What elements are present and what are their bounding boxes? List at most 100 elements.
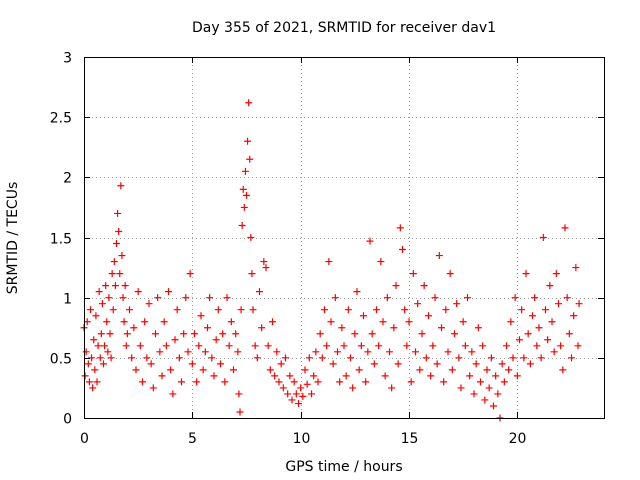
data-point [217,360,224,368]
data-point [314,378,322,386]
data-point [464,294,471,302]
data-point [444,348,452,356]
data-point [96,354,104,362]
data-point [266,366,274,374]
data-point [396,224,404,232]
data-point [141,318,149,326]
x-axis-ticks: 0 5 10 15 20 [80,57,526,447]
data-point [355,366,363,374]
data-point [239,185,247,193]
data-point [334,348,341,356]
data-point [171,336,179,344]
data-point [429,342,437,350]
data-point [111,282,119,290]
y-tick-label: 2 [63,171,72,187]
data-point [236,408,244,416]
data-point [520,354,528,362]
data-point [85,378,93,386]
data-point [433,360,441,368]
data-point [156,348,164,356]
data-point [312,348,320,356]
data-point [147,360,155,368]
data-point [158,372,166,380]
data-point [390,324,398,332]
data-point [249,306,257,314]
x-tick-label: 5 [188,431,197,447]
x-tick-label: 20 [509,431,527,447]
chart-title: Day 355 of 2021, SRMTID for receiver dav… [192,20,496,36]
data-point [342,372,350,380]
data-point [240,203,248,211]
data-point [100,360,107,368]
data-point [284,390,292,398]
y-axis-label: SRMTID / TECUs [5,182,21,295]
data-point [208,354,216,362]
data-point [193,378,201,386]
data-point [182,294,190,302]
data-point [364,348,372,356]
data-point [360,312,367,320]
data-point [244,137,252,145]
data-point [248,270,256,278]
data-point [453,300,461,308]
data-point [344,306,352,314]
data-point [251,342,259,350]
data-point [180,330,188,338]
data-point [546,282,554,290]
data-point [409,270,417,278]
data-point [260,258,268,266]
data-point [126,306,133,314]
data-point [292,390,300,398]
data-point [440,378,448,386]
data-point [353,288,361,296]
data-point [288,396,296,404]
data-point [405,318,413,326]
data-point [414,300,422,308]
data-point [286,372,294,380]
data-point [227,318,235,326]
data-point [435,252,443,260]
data-point [275,378,283,386]
data-point [366,237,374,245]
data-point [245,99,253,107]
data-point [134,288,142,296]
data-point [461,342,469,350]
data-point [505,366,513,374]
data-point [575,300,583,308]
data-point [537,354,545,362]
data-point [212,336,220,344]
data-point [107,354,115,362]
data-point [258,324,266,332]
data-point [347,354,354,362]
data-point [97,330,105,338]
data-point [386,348,393,356]
data-point [427,372,435,380]
data-point [93,378,101,386]
data-point [524,330,532,338]
data-point [145,300,153,308]
data-point [431,294,439,302]
data-point [162,342,170,350]
data-point [568,354,575,362]
data-point [308,390,315,398]
data-point [98,300,106,308]
data-point [336,378,344,386]
data-point [351,330,359,338]
data-point [95,288,103,296]
data-point [377,258,385,266]
data-point [81,372,89,380]
data-point [487,354,495,362]
data-point [279,384,287,392]
data-point [349,384,357,392]
data-point [500,378,508,386]
data-point [232,330,240,338]
data-point [234,348,242,356]
data-point [256,288,263,296]
data-point [94,342,102,350]
data-point [451,330,458,338]
data-point [357,342,365,350]
y-tick-label: 3 [63,51,72,67]
data-point [116,270,124,278]
data-point [407,378,415,386]
data-point [102,282,110,290]
